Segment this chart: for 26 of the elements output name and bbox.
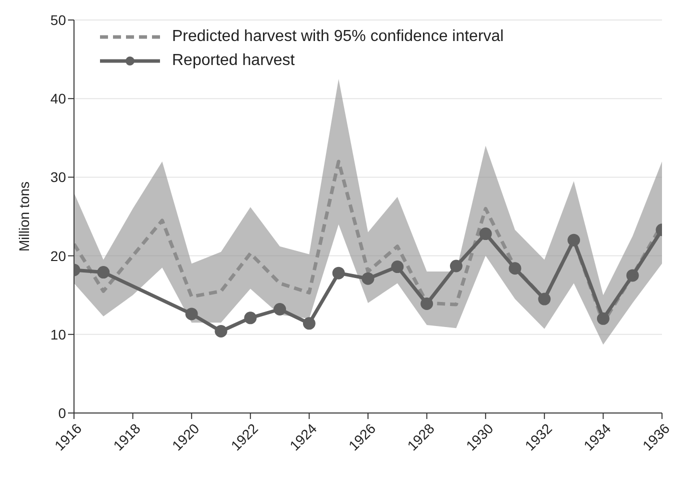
point bbox=[568, 234, 580, 246]
point bbox=[244, 312, 257, 324]
point bbox=[302, 317, 316, 330]
point bbox=[214, 325, 228, 338]
point bbox=[479, 228, 492, 240]
y-tick-label: 10 bbox=[50, 326, 66, 342]
point bbox=[596, 312, 610, 325]
legend-label: Reported harvest bbox=[172, 52, 295, 70]
y-tick-label: 20 bbox=[50, 248, 66, 264]
point bbox=[450, 260, 462, 272]
point bbox=[185, 308, 198, 320]
point bbox=[362, 272, 374, 285]
y-tick-label: 50 bbox=[50, 12, 66, 28]
legend-label: Predicted harvest with 95% confidence interval bbox=[172, 28, 504, 46]
y-tick-label: 30 bbox=[50, 169, 66, 186]
y-tick-label: 40 bbox=[50, 90, 66, 107]
point bbox=[332, 266, 345, 280]
y-tick-label: 0 bbox=[58, 404, 66, 421]
y-axis-title: Million tons bbox=[16, 181, 32, 252]
point bbox=[420, 297, 434, 310]
point bbox=[508, 262, 522, 275]
point bbox=[626, 269, 639, 282]
point bbox=[391, 260, 404, 274]
point bbox=[274, 303, 286, 316]
point bbox=[538, 292, 551, 306]
point bbox=[97, 266, 110, 279]
